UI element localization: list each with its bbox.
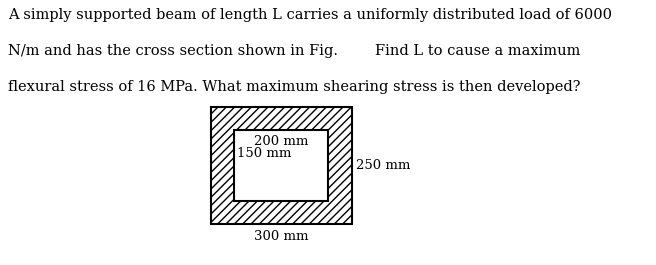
Text: 250 mm: 250 mm	[356, 159, 410, 172]
Bar	[211, 107, 352, 224]
Bar	[234, 130, 328, 201]
Text: flexural stress of 16 MPa. What maximum shearing stress is then developed?: flexural stress of 16 MPa. What maximum …	[8, 80, 581, 94]
Text: A simply supported beam of length L carries a uniformly distributed load of 6000: A simply supported beam of length L carr…	[8, 8, 612, 22]
Text: 150 mm: 150 mm	[237, 147, 291, 160]
Text: 200 mm: 200 mm	[254, 135, 308, 148]
Text: 300 mm: 300 mm	[254, 230, 308, 243]
Text: N/m and has the cross section shown in Fig.        Find L to cause a maximum: N/m and has the cross section shown in F…	[8, 44, 581, 58]
